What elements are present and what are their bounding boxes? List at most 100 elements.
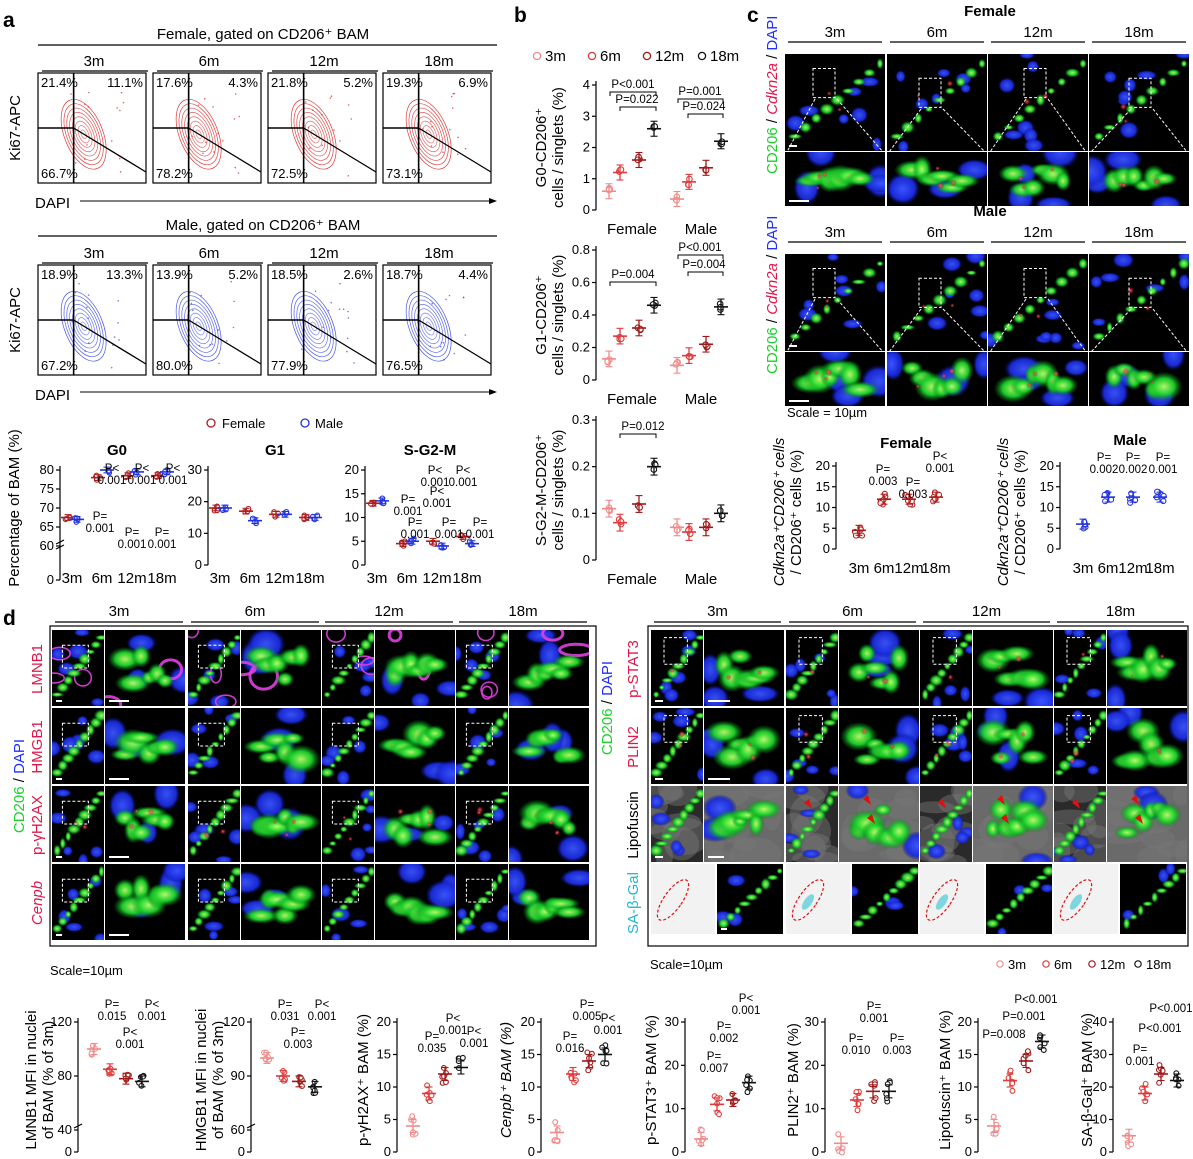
micro-d-Cenpb-18m-low-cd206 [500, 868, 508, 875]
panel-d-d_hmgb1-axis-break [246, 1123, 256, 1129]
micro-d-LMNB1-3m-low-cd206 [90, 640, 102, 649]
micro-c-female-zoom-6m-marker-signal [936, 181, 945, 190]
micro-d-p-STAT3-3m-low-cd206 [666, 667, 680, 680]
panel-d-left-stain-label: CD206 / DAPI [11, 739, 28, 833]
panel-b-legend-label-18m: 18m [710, 48, 739, 65]
micro-d-HMGB1-18m-low-cd206 [470, 745, 486, 757]
micro-c-female-low-6m-nucleus [897, 139, 910, 151]
micro-d-p-STAT3-6m-low-content [786, 630, 838, 706]
panel-d-ylabel-d_pstat3-wrap: p-STAT3⁺ BAM (%) [643, 1015, 660, 1145]
micro-d-Lipofuscin-6m-low-cd206 [825, 794, 835, 807]
flow-female-6m-event [205, 141, 207, 143]
micro-c-female-zoom-18m [1089, 152, 1189, 206]
micro-d-Cenpb-3m-zoom-content [105, 864, 185, 940]
panel-c-female-age-3m: 3m [825, 24, 846, 41]
panel-b-legend-label-12m: 12m [655, 48, 684, 65]
micro-c-female-low-6m-marker-signal [916, 93, 921, 98]
micro-d-Lipofuscin-3m-zoom-tissue [741, 786, 784, 799]
panel-a-male-ylabel: Ki67-APC [7, 287, 24, 353]
micro-c-female-zoom-3m-marker-signal [822, 171, 828, 178]
flow-male-12m-contour [304, 312, 323, 340]
micro-d-p-STAT3-6m-low-zoom-box [798, 637, 823, 665]
micro-d-Lipofuscin-18m-low [1054, 786, 1106, 862]
micro-c-male-zoom-12m-content [988, 352, 1088, 406]
micro-d-HMGB1-3m-zoom-cd206 [150, 737, 180, 757]
micro-c-female-zoom-12m-cd206 [1020, 178, 1046, 198]
panel-d-d_cenpb-point [552, 1119, 559, 1126]
micro-d-sabgal-3m-fluor-nucleus [726, 874, 747, 887]
micro-d-LMNB1-3m-zoom-cd206 [156, 673, 174, 689]
micro-d-PLIN2-18m-zoom-nucleus [1167, 709, 1187, 744]
micro-c-male-low-12m-cd206 [1065, 266, 1080, 279]
micro-d-PLIN2-12m-low-cd206 [957, 717, 970, 728]
micro-c-female-zoom-6m-cd206 [943, 173, 981, 189]
micro-d-p-γH2AX-3m-low-cd206 [95, 790, 104, 797]
panel-b-bracket [677, 254, 724, 259]
summary-title-a_sg2m: S-G2-M [404, 442, 457, 459]
micro-d-Cenpb-12m-low [322, 864, 374, 940]
panel-b-b_g0-point [617, 166, 625, 173]
micro-d-p-γH2AX-3m-low-cd206 [83, 803, 98, 812]
micro-d-PLIN2-6m-zoom [839, 708, 919, 784]
micro-d-sabgal-6m-fluor-cd206 [866, 905, 879, 916]
micro-d-p-γH2AX-6m-low-cd206 [195, 840, 203, 847]
micro-d-Lipofuscin-3m-zoom-cd206 [745, 799, 783, 820]
micro-d-LMNB1-12m-low-cd206 [329, 683, 337, 692]
panel-c-male-stain-label: CD206 / Cdkn2a / DAPI [764, 216, 781, 374]
summary-pvalue-a_g0-line: P= [155, 527, 170, 539]
panel-b-pvalue-b_g0: P<0.001 [611, 79, 654, 91]
flow-male-18m-sg2m-pct: 4.4% [458, 267, 488, 282]
micro-d-p-STAT3-12m-zoom-marker-signal [997, 665, 1002, 670]
flow-female-18m-event [431, 126, 433, 128]
panel-d-pvalue-d_lipo: P<0.001 [1014, 994, 1057, 1006]
panel-d-d_sabgal-point [1156, 1079, 1163, 1086]
micro-c-female-zoom-6m [887, 152, 987, 206]
panel-d-d_pstat3-tick-label: 30 [665, 1014, 679, 1029]
micro-d-sabgal-3m-fluor-cd206 [744, 893, 759, 901]
micro-d-Cenpb-6m-low-nucleus [197, 887, 213, 904]
summary-pvalue-a_g0-line: 0.001 [98, 475, 127, 487]
micro-d-Lipofuscin-6m-zoom-content [839, 786, 919, 862]
flow-female-12m-event [311, 109, 314, 111]
panel-d-left-frame [49, 625, 597, 947]
micro-d-Lipofuscin-18m-zoom-cd206 [1113, 825, 1141, 840]
micro-c-female-low-12m-marker-signal [1041, 92, 1049, 100]
micro-d-p-γH2AX-12m-low-cd206 [351, 808, 359, 822]
micro-c-female-low-6m-cd206 [978, 58, 986, 69]
flow-female-6m-event [213, 151, 215, 153]
micro-d-p-γH2AX-12m-low-cd206 [362, 796, 370, 806]
micro-d-LMNB1-12m-low [322, 630, 374, 706]
panel-c-pvalue-c_male: P= 0.001 [1149, 452, 1178, 476]
micro-c-female-low-6m-cd206 [914, 112, 923, 124]
panel-c-male-title: Male [973, 203, 1006, 220]
micro-d-p-STAT3-3m-low [651, 630, 703, 706]
flow-female-12m-event [308, 147, 311, 149]
panel-d-pvalue-d_lipo-line: P<0.001 [1014, 994, 1057, 1006]
flow-male-3m-event [74, 291, 77, 294]
micro-d-p-STAT3-6m-zoom-cd206 [888, 644, 910, 673]
micro-d-HMGB1-6m-low-cd206 [217, 732, 224, 742]
micro-d-Cenpb-12m-low-cd206 [343, 895, 356, 905]
micro-d-p-γH2AX-6m-low-marker-signal [219, 828, 227, 835]
micro-d-PLIN2-6m-zoom-content [839, 708, 919, 784]
micro-d-p-γH2AX-12m-low-zoom-box [331, 800, 359, 825]
panel-d-d_pstat3-point [698, 1127, 705, 1134]
panel-c-zoom-guide [1047, 298, 1087, 353]
micro-c-male-zoom-3m-marker-signal [823, 376, 829, 382]
micro-d-PLIN2-3m-zoom [704, 708, 784, 784]
micro-d-HMGB1-3m-low-zoom-box [61, 722, 89, 747]
micro-d-Lipofuscin-6m-zoom-arrowhead [863, 795, 871, 805]
flow-female-18m-event [429, 120, 432, 123]
panel-a-summary-ylabel-line: Percentage of BAM (%) [6, 429, 23, 587]
panel-d-ylabel-d_cenpb: Cenpb⁺ BAM (%) [498, 1022, 515, 1138]
micro-c-male-low-6m-nucleus [941, 256, 963, 273]
flow-female-3m-contour [63, 103, 104, 166]
summary-x-a_sg2m: 12m [422, 570, 451, 587]
micro-d-Cenpb-6m-low-cd206 [203, 902, 216, 913]
flow-female-12m-event [304, 101, 307, 103]
panel-d-right-age-3m: 3m [707, 603, 728, 620]
micro-d-LMNB1-6m-zoom-content [241, 630, 321, 706]
panel-d-d_sabgal-tick-label: 10 [1093, 1112, 1107, 1127]
micro-d-HMGB1-18m-zoom-cd206 [551, 745, 587, 765]
